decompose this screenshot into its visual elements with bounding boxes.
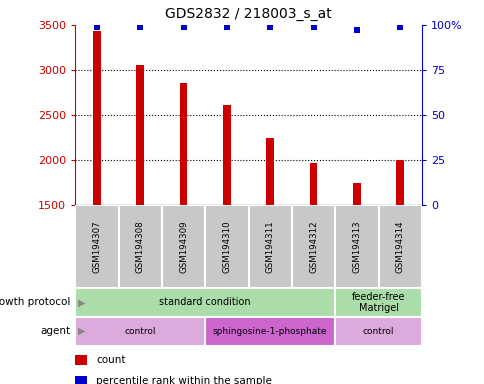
Text: standard condition: standard condition bbox=[159, 297, 251, 308]
Title: GDS2832 / 218003_s_at: GDS2832 / 218003_s_at bbox=[165, 7, 331, 21]
Text: GSM194310: GSM194310 bbox=[222, 220, 231, 273]
Bar bbox=[93, 31, 101, 205]
Bar bbox=[334, 317, 421, 346]
Text: ▶: ▶ bbox=[77, 326, 85, 336]
Bar bbox=[205, 205, 248, 288]
Text: GSM194312: GSM194312 bbox=[308, 220, 318, 273]
Text: agent: agent bbox=[40, 326, 70, 336]
Text: control: control bbox=[124, 327, 156, 336]
Bar bbox=[75, 354, 87, 366]
Text: count: count bbox=[96, 355, 125, 365]
Bar bbox=[75, 376, 87, 384]
Bar bbox=[205, 317, 334, 346]
Bar bbox=[334, 205, 378, 288]
Text: feeder-free
Matrigel: feeder-free Matrigel bbox=[351, 291, 405, 313]
Text: growth protocol: growth protocol bbox=[0, 297, 70, 308]
Text: GSM194314: GSM194314 bbox=[395, 220, 404, 273]
Text: sphingosine-1-phosphate: sphingosine-1-phosphate bbox=[212, 327, 327, 336]
Bar bbox=[352, 183, 360, 205]
Text: GSM194311: GSM194311 bbox=[265, 220, 274, 273]
Text: control: control bbox=[362, 327, 393, 336]
Bar bbox=[334, 288, 421, 317]
Bar bbox=[309, 163, 317, 205]
Text: ▶: ▶ bbox=[77, 297, 85, 308]
Bar bbox=[136, 65, 144, 205]
Bar bbox=[248, 205, 291, 288]
Text: GSM194308: GSM194308 bbox=[136, 220, 144, 273]
Text: percentile rank within the sample: percentile rank within the sample bbox=[96, 376, 272, 384]
Bar bbox=[118, 205, 162, 288]
Bar bbox=[395, 161, 403, 205]
Bar bbox=[75, 205, 118, 288]
Bar bbox=[162, 205, 205, 288]
Text: GSM194309: GSM194309 bbox=[179, 220, 188, 273]
Text: GSM194307: GSM194307 bbox=[92, 220, 101, 273]
Bar bbox=[291, 205, 334, 288]
Bar bbox=[75, 317, 205, 346]
Bar bbox=[378, 205, 421, 288]
Bar bbox=[266, 138, 273, 205]
Bar bbox=[223, 105, 230, 205]
Text: GSM194313: GSM194313 bbox=[352, 220, 361, 273]
Bar bbox=[75, 288, 334, 317]
Bar bbox=[179, 83, 187, 205]
